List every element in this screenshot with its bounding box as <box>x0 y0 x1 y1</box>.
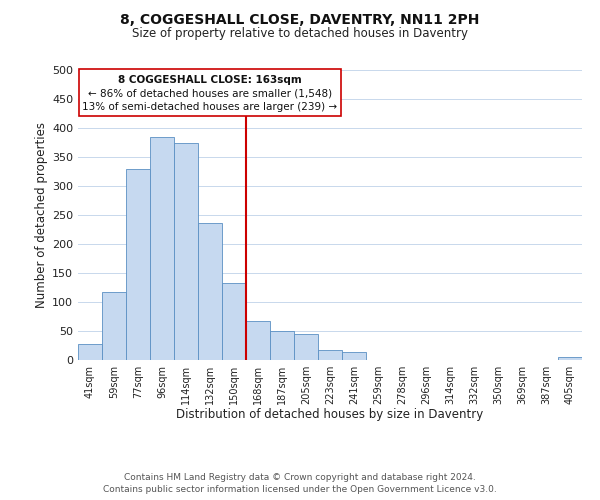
Bar <box>270 331 294 360</box>
Text: Size of property relative to detached houses in Daventry: Size of property relative to detached ho… <box>132 28 468 40</box>
Text: 13% of semi-detached houses are larger (239) →: 13% of semi-detached houses are larger (… <box>82 102 338 112</box>
Text: Contains public sector information licensed under the Open Government Licence v3: Contains public sector information licen… <box>103 485 497 494</box>
Bar <box>294 334 318 360</box>
Bar <box>150 136 174 360</box>
Y-axis label: Number of detached properties: Number of detached properties <box>35 122 48 308</box>
Bar <box>174 142 198 360</box>
Bar <box>222 283 246 360</box>
Bar <box>126 168 150 360</box>
Bar <box>78 344 102 360</box>
Text: 8, COGGESHALL CLOSE, DAVENTRY, NN11 2PH: 8, COGGESHALL CLOSE, DAVENTRY, NN11 2PH <box>121 12 479 26</box>
Bar <box>558 357 582 360</box>
Bar <box>342 352 366 360</box>
Bar <box>246 320 270 360</box>
X-axis label: Distribution of detached houses by size in Daventry: Distribution of detached houses by size … <box>176 408 484 422</box>
Bar <box>102 292 126 360</box>
Bar <box>318 350 342 360</box>
Bar <box>79 69 341 116</box>
Text: ← 86% of detached houses are smaller (1,548): ← 86% of detached houses are smaller (1,… <box>88 88 332 99</box>
Bar <box>198 222 222 360</box>
Text: 8 COGGESHALL CLOSE: 163sqm: 8 COGGESHALL CLOSE: 163sqm <box>118 76 302 86</box>
Text: Contains HM Land Registry data © Crown copyright and database right 2024.: Contains HM Land Registry data © Crown c… <box>124 472 476 482</box>
